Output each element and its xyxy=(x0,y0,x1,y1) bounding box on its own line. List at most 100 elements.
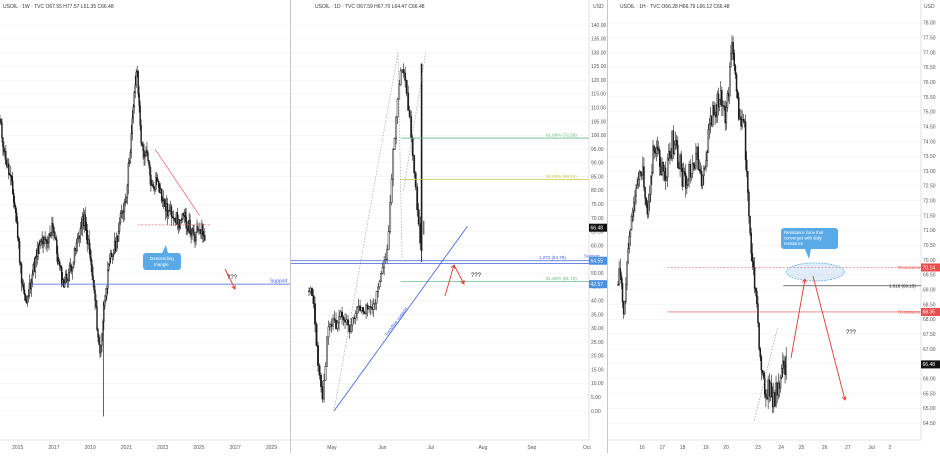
candle-body xyxy=(753,262,754,268)
x-tick-label: 23 xyxy=(755,445,761,451)
y-tick-label: 140.00 xyxy=(591,23,607,29)
candle-body xyxy=(180,220,181,227)
x-tick-label: 27 xyxy=(845,445,851,451)
y-tick-label: 68.00 xyxy=(923,317,936,323)
candle-body xyxy=(368,306,369,309)
candle-body xyxy=(12,181,13,193)
candle-body xyxy=(751,233,752,253)
candle-body xyxy=(364,312,365,314)
y-tick-label: 71.50 xyxy=(923,213,936,219)
y-tick-label: 100.00 xyxy=(591,133,607,139)
weekly-chart-panel[interactable]: USOIL · 1W · TVC O67.55 H77.57 L61.35 C6… xyxy=(0,0,290,453)
candle-body xyxy=(704,167,705,168)
candle-body xyxy=(329,324,330,327)
hourly-chart-panel[interactable]: USOIL · 1H · TVC O66.28 H66.79 L66.12 C6… xyxy=(608,0,940,453)
candle-body xyxy=(358,306,359,307)
candle-body xyxy=(23,285,24,289)
candle-body xyxy=(397,99,398,117)
candle-body xyxy=(54,233,55,238)
callout-pointer xyxy=(805,249,811,259)
candle-body xyxy=(735,66,736,75)
candle-body xyxy=(774,392,775,405)
hourly-chart[interactable]: USOIL · 1H · TVC O66.28 H66.79 L66.12 C6… xyxy=(608,0,940,453)
candle-body xyxy=(657,147,658,149)
daily-chart[interactable]: USOIL · 1D · TVC O67.59 H67.70 L64.47 C6… xyxy=(291,0,607,453)
candle-body xyxy=(60,266,61,268)
candle-body xyxy=(371,308,372,310)
candle-body xyxy=(317,345,318,365)
candle-body xyxy=(308,291,309,292)
candle-body xyxy=(27,296,28,303)
candle-body xyxy=(379,282,380,287)
candle-body xyxy=(622,283,623,302)
candle-body xyxy=(697,147,698,153)
candle-body xyxy=(402,70,403,71)
candle-body xyxy=(51,232,52,236)
candle-body xyxy=(11,176,12,181)
candle-body xyxy=(634,196,635,203)
x-tick-label: Oct xyxy=(583,445,591,451)
candle-body xyxy=(780,378,781,389)
resistance-label-upper: Resistance xyxy=(898,265,921,270)
candle-body xyxy=(149,160,150,165)
candle-body xyxy=(645,187,646,198)
candle-body xyxy=(646,198,647,204)
y-tick-label: 5.00 xyxy=(591,395,601,401)
candle-body xyxy=(52,223,53,227)
candle-body xyxy=(147,151,148,153)
x-tick-label: 18 xyxy=(680,445,686,451)
candle-body xyxy=(158,181,159,188)
candle-body xyxy=(707,153,708,161)
candle-body xyxy=(785,365,786,375)
daily-chart-panel[interactable]: USOIL · 1D · TVC O67.59 H67.70 L64.47 C6… xyxy=(291,0,607,453)
support-label: Support xyxy=(270,279,288,285)
candle-body xyxy=(113,253,114,255)
candle-body xyxy=(335,320,336,328)
candle-body xyxy=(148,153,149,161)
candle-body xyxy=(728,93,729,96)
y-tick-label: 130.00 xyxy=(591,50,607,56)
y-tick-label: 65.00 xyxy=(923,406,936,412)
candle-body xyxy=(120,213,121,222)
candle-body xyxy=(636,188,637,196)
candle-body xyxy=(53,228,54,233)
price-tag-label: 66.48 xyxy=(923,362,936,368)
candle-body xyxy=(400,71,401,85)
candle-body xyxy=(742,119,743,126)
candle-body xyxy=(132,118,133,134)
candle-body xyxy=(638,180,639,185)
candle-body xyxy=(92,265,93,276)
x-tick-label: Jun xyxy=(378,445,386,451)
candle-body xyxy=(24,290,25,295)
y-tick-label: 74.50 xyxy=(923,124,936,130)
candle-body xyxy=(771,383,772,396)
candle-body xyxy=(678,168,679,169)
candle-body xyxy=(738,98,739,119)
candle-body xyxy=(355,314,356,318)
candle-body xyxy=(396,117,397,138)
candle-body xyxy=(22,283,23,285)
y-tick-label: 35.00 xyxy=(591,312,604,318)
candle-body xyxy=(709,124,710,130)
candle-body xyxy=(373,304,374,309)
candle-body xyxy=(739,117,740,120)
candle-body xyxy=(131,134,132,153)
candle-body xyxy=(362,308,363,312)
x-tick-label: 2 xyxy=(889,445,892,451)
candle-body xyxy=(323,380,324,399)
candle-body xyxy=(724,105,725,106)
weekly-chart[interactable]: USOIL · 1W · TVC O67.55 H77.57 L61.35 C6… xyxy=(0,0,290,453)
candle-body xyxy=(417,187,418,210)
candle-body xyxy=(1,119,2,122)
candle-body xyxy=(651,172,652,176)
candle-body xyxy=(750,216,751,233)
y-tick-label: 72.00 xyxy=(923,199,936,205)
candle-body xyxy=(631,216,632,229)
y-tick-label: 69.00 xyxy=(923,288,936,294)
candle-body xyxy=(618,285,619,286)
candle-body xyxy=(334,319,335,321)
candle-body xyxy=(717,94,718,117)
candle-body xyxy=(198,227,199,230)
y-tick-label: 15.00 xyxy=(591,367,604,373)
candle-body xyxy=(777,383,778,395)
